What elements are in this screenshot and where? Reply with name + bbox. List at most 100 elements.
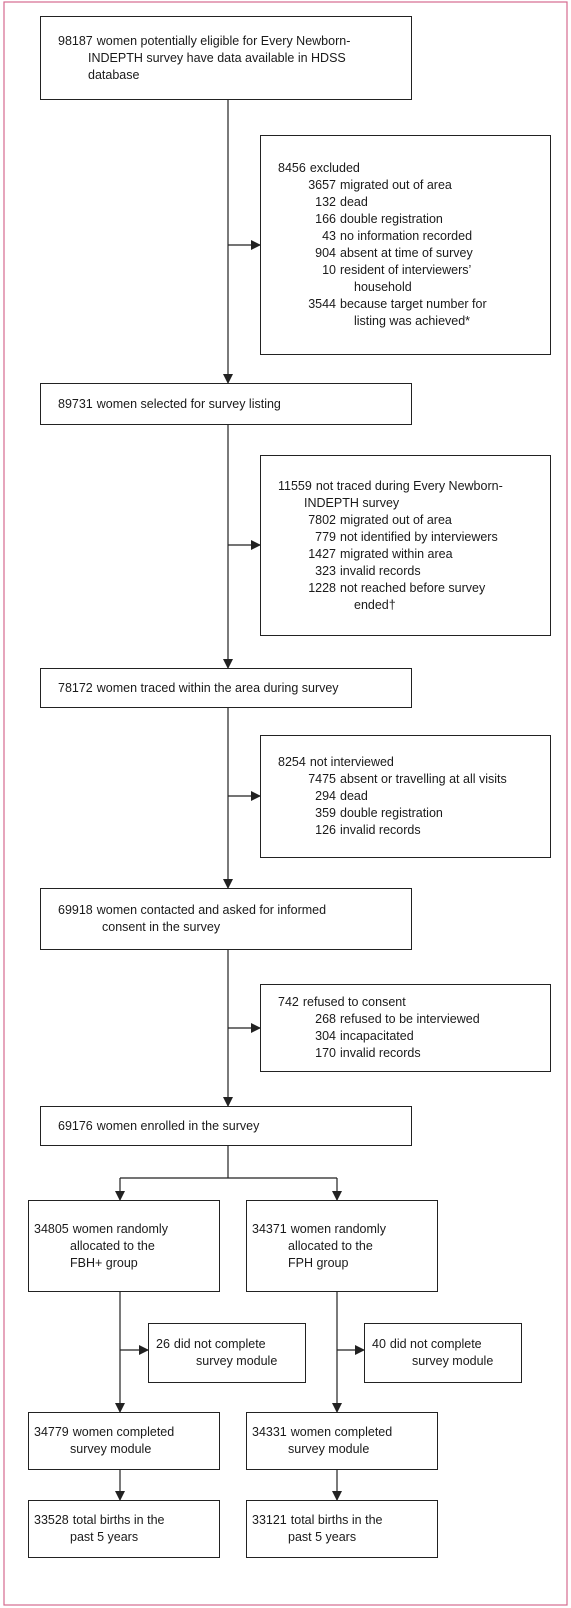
item-count: 3544 xyxy=(308,297,336,311)
label: women completed xyxy=(290,1425,393,1439)
box-line: 8456 excluded xyxy=(278,160,360,177)
label: total births in the xyxy=(72,1513,165,1527)
box-line: 742 refused to consent xyxy=(278,994,406,1011)
count: 98187 xyxy=(58,33,93,48)
item-count: 3657 xyxy=(308,178,336,192)
box xyxy=(260,455,551,636)
label: not traced during Every Newborn- xyxy=(315,478,503,493)
item-label: no information recorded xyxy=(340,229,473,243)
box-line: 89731 women selected for survey listing xyxy=(58,396,281,413)
item-label: invalid records xyxy=(340,823,421,837)
item-count: 779 xyxy=(315,529,336,544)
box xyxy=(40,383,412,425)
item-count: 268 xyxy=(315,1012,336,1026)
label: women potentially eligible for Every New… xyxy=(96,33,351,48)
count: 34805 xyxy=(34,1221,69,1236)
item-count: 132 xyxy=(315,195,336,209)
item-count: 359 xyxy=(315,806,336,820)
box-line: 34779 women completed xyxy=(34,1424,174,1441)
box-line: 40 did not complete xyxy=(372,1336,482,1353)
box-line: 69918 women contacted and asked for infor… xyxy=(58,902,326,919)
label: women completed xyxy=(72,1425,175,1439)
count: 34371 xyxy=(252,1221,287,1236)
box-line: 8254 not interviewed xyxy=(278,754,394,771)
box xyxy=(260,735,551,858)
label: women enrolled in the survey xyxy=(96,1118,260,1133)
item-label: absent or travelling at all visits xyxy=(340,772,507,786)
item-label: double registration xyxy=(340,212,443,226)
box xyxy=(260,135,551,355)
item-label: household xyxy=(354,280,412,294)
item-label: absent at time of survey xyxy=(340,246,473,260)
item-label: invalid records xyxy=(340,563,421,578)
box xyxy=(246,1500,438,1558)
box-line: 11559 not traced during Every Newborn- xyxy=(278,478,503,495)
item-label: dead xyxy=(340,789,368,803)
item-count: 7802 xyxy=(308,512,336,527)
label: past 5 years xyxy=(288,1530,357,1544)
box xyxy=(28,1412,220,1470)
label: INDEPTH survey have data available in HD… xyxy=(88,50,346,65)
count: 11559 xyxy=(278,478,312,493)
label: FPH group xyxy=(288,1255,349,1270)
count: 33121 xyxy=(252,1513,287,1527)
box xyxy=(40,888,412,950)
box xyxy=(28,1200,220,1292)
count: 40 xyxy=(372,1337,386,1351)
label: INDEPTH survey xyxy=(304,495,400,510)
item-label: not reached before survey xyxy=(340,580,486,595)
item-label: resident of interviewers’ xyxy=(340,263,472,277)
label: survey module xyxy=(70,1442,152,1456)
count: 8254 xyxy=(278,755,306,769)
count: 742 xyxy=(278,995,299,1009)
arrows xyxy=(115,100,365,1501)
item-label: dead xyxy=(340,195,368,209)
item-count: 294 xyxy=(315,789,336,803)
count: 33528 xyxy=(34,1513,69,1527)
frame xyxy=(3,1,568,1606)
item-label: not identified by interviewers xyxy=(340,529,498,544)
label: refused to consent xyxy=(302,995,406,1009)
item-count: 1427 xyxy=(308,546,336,561)
box xyxy=(260,984,551,1072)
label: FBH+ group xyxy=(70,1255,138,1270)
item-label: migrated out of area xyxy=(340,178,452,192)
label: total births in the xyxy=(290,1513,383,1527)
item-label: incapacitated xyxy=(340,1029,414,1043)
box xyxy=(246,1200,438,1292)
count: 26 xyxy=(156,1337,170,1351)
item-count: 1228 xyxy=(308,580,336,595)
count: 69918 xyxy=(58,903,93,917)
box-line: 98187 women potentially eligible for Ever… xyxy=(58,33,350,50)
item-count: 166 xyxy=(315,212,336,226)
box-line: 34331 women completed xyxy=(252,1424,392,1441)
label: past 5 years xyxy=(70,1530,139,1544)
item-label: invalid records xyxy=(340,1046,421,1060)
box-line: 33528 total births in the xyxy=(34,1512,164,1529)
item-count: 323 xyxy=(315,563,336,578)
label: did not complete xyxy=(173,1337,266,1351)
label: not interviewed xyxy=(309,755,394,769)
label: consent in the survey xyxy=(102,920,221,934)
count: 69176 xyxy=(58,1118,93,1133)
item-label: ended† xyxy=(354,597,396,612)
box xyxy=(40,16,412,100)
count: 8456 xyxy=(278,161,306,175)
count: 34779 xyxy=(34,1425,69,1439)
box-line: 34805 women randomly xyxy=(34,1221,168,1238)
count: 34331 xyxy=(252,1425,287,1439)
box-line: 26 did not complete xyxy=(156,1336,266,1353)
item-count: 43 xyxy=(322,229,336,243)
label: women randomly xyxy=(290,1221,386,1236)
item-count: 126 xyxy=(315,823,336,837)
item-count: 170 xyxy=(315,1046,336,1060)
item-count: 7475 xyxy=(308,772,336,786)
item-label: listing was achieved* xyxy=(354,314,471,328)
item-label: migrated within area xyxy=(340,546,453,561)
label: survey module xyxy=(196,1354,278,1368)
box-line: 69176 women enrolled in the survey xyxy=(58,1118,259,1135)
label: women randomly xyxy=(72,1221,168,1236)
box xyxy=(148,1323,306,1383)
